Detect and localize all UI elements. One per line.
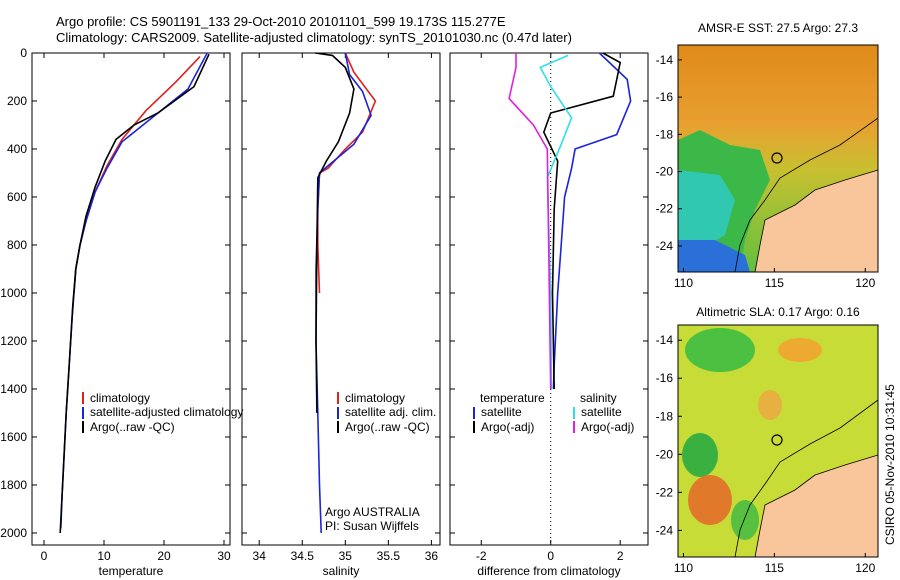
legend-satellite-label: satellite-adjusted climatology (90, 405, 243, 419)
x-axis-label: salinity (323, 564, 360, 578)
lat-tick-label: -22 (656, 202, 674, 216)
lat-tick-label: -16 (656, 90, 674, 104)
sst-argo-marker (771, 152, 783, 164)
series-line-climatology (317, 52, 377, 294)
series-line-argo-adj (508, 53, 552, 390)
sst-map (677, 44, 879, 273)
lon-tick-label: 115 (765, 276, 784, 290)
series-line-climatology (73, 56, 201, 294)
temperature-panel: 0 10 20 30 0 200 400 600 800 1000 1200 1400 1600 1800… (0, 46, 231, 578)
y-tick-label: 1200 (0, 334, 27, 348)
lat-tick-label: -16 (656, 371, 674, 385)
y-tick-label: 400 (7, 142, 27, 156)
sla-map-frame (677, 324, 879, 558)
sla-map (677, 324, 879, 558)
figure-title-line2: Climatology: CARS2009. Satellite-adjuste… (56, 30, 572, 45)
sst-map-title: AMSR-E SST: 27.5 Argo: 27.3 (698, 21, 858, 35)
lon-tick-label: 115 (765, 561, 784, 575)
legend-sat-sal-label: satellite (581, 405, 622, 419)
lon-tick-label: 120 (855, 561, 875, 575)
lat-tick-label: -24 (656, 239, 674, 253)
sla-orange-blob (758, 390, 782, 420)
lat-tick-label: -24 (656, 523, 674, 537)
legend-temperature-title: temperature (480, 391, 545, 405)
pi-annotation: PI: Susan Wijffels (325, 519, 419, 533)
sla-map-title: Altimetric SLA: 0.17 Argo: 0.16 (696, 305, 860, 319)
lat-tick-label: -14 (656, 53, 674, 67)
lon-tick-label: 120 (855, 276, 875, 290)
x-axis-label: difference from climatology (477, 564, 620, 578)
sla-green-blob (685, 328, 755, 372)
legend-argo-label: Argo(..raw -QC) (90, 420, 175, 434)
salinity-panel: 34 34.5 35 35.5 36 salinity (241, 52, 441, 578)
sla-red-blob (688, 475, 732, 525)
y-tick-label: 600 (7, 190, 27, 204)
series-line-satellite (539, 54, 573, 390)
legend-argo-sal-label: Argo(-adj) (581, 420, 634, 434)
salinity-legend: climatology satellite adj. clim. Argo(..… (325, 391, 436, 533)
sla-argo-marker (771, 434, 783, 446)
lat-tick-label: -20 (656, 165, 674, 179)
y-tick-label: 1800 (0, 478, 27, 492)
lat-tick-label: -20 (656, 447, 674, 461)
lat-tick-label: -18 (656, 409, 674, 423)
sst-shelf-contour (734, 117, 879, 273)
x-tick-label: 34 (253, 549, 267, 563)
legend-salinity-title: salinity (580, 391, 617, 405)
difference-legend: temperature satellite Argo(-adj) salinit… (473, 391, 634, 434)
series-line-satellite-adj-clim (315, 52, 372, 534)
x-tick-label: 34.5 (291, 549, 315, 563)
plot-frame (449, 52, 649, 546)
sst-blue-region (678, 240, 750, 272)
legend-argo-temp-label: Argo(-adj) (481, 420, 534, 434)
sst-map-frame (677, 44, 879, 273)
x-tick-label: 35 (339, 549, 353, 563)
x-tick-label: 30 (217, 549, 231, 563)
x-tick-label: 35.5 (377, 549, 401, 563)
lon-tick-label: 110 (674, 276, 693, 290)
lat-tick-label: -22 (656, 485, 674, 499)
x-tick-label: 0 (41, 549, 48, 563)
legend-sat-temp-label: satellite (481, 405, 522, 419)
credit-stamp: CSIRO 05-Nov-2010 10:31:45 (883, 384, 897, 545)
legend-climatology-label: climatology (345, 391, 405, 405)
legend-climatology-label: climatology (90, 391, 150, 405)
y-tick-label: 1000 (0, 286, 27, 300)
sla-orange-blob (778, 338, 822, 362)
x-tick-label: 36 (425, 549, 439, 563)
legend-satellite-label: satellite adj. clim. (345, 405, 436, 419)
x-tick-label: -2 (476, 549, 487, 563)
lat-tick-label: -18 (656, 127, 674, 141)
y-tick-label: 0 (20, 46, 27, 60)
y-tick-label: 1600 (0, 430, 27, 444)
series-line-argo-raw-qc (315, 52, 355, 414)
float-program-annotation: Argo AUSTRALIA (325, 505, 420, 519)
y-tick-label: 200 (7, 94, 27, 108)
series-line-argo-adj (542, 52, 622, 390)
sla-green-blob (682, 433, 718, 477)
figure-title-line1: Argo profile: CS 5901191_133 29-Oct-2010… (56, 14, 506, 29)
map-axes: -14 -16 -18 -20 -22 -24 110 115 120 -14 -16 -18 -20 -… (656, 53, 876, 575)
lon-tick-label: 110 (674, 561, 693, 575)
sst-cyan-region (678, 170, 735, 250)
x-axis-label: temperature (99, 564, 164, 578)
y-tick-label: 2000 (0, 526, 27, 540)
y-tick-label: 800 (7, 238, 27, 252)
sla-green-blob (731, 500, 759, 540)
temperature-legend: climatology satellite-adjusted climatolo… (82, 391, 243, 434)
x-tick-label: 20 (157, 549, 171, 563)
plot-frame (241, 52, 441, 546)
series-line-satellite (552, 52, 632, 390)
series-line-argo-raw-qc (59, 53, 210, 534)
legend-argo-label: Argo(..raw -QC) (345, 420, 430, 434)
y-tick-label: 1400 (0, 382, 27, 396)
lat-tick-label: -14 (656, 333, 674, 347)
x-tick-label: 2 (617, 549, 624, 563)
sla-shelf-contour (734, 399, 879, 558)
x-tick-label: 10 (97, 549, 111, 563)
plot-frame (31, 52, 231, 546)
x-tick-label: 0 (547, 549, 554, 563)
